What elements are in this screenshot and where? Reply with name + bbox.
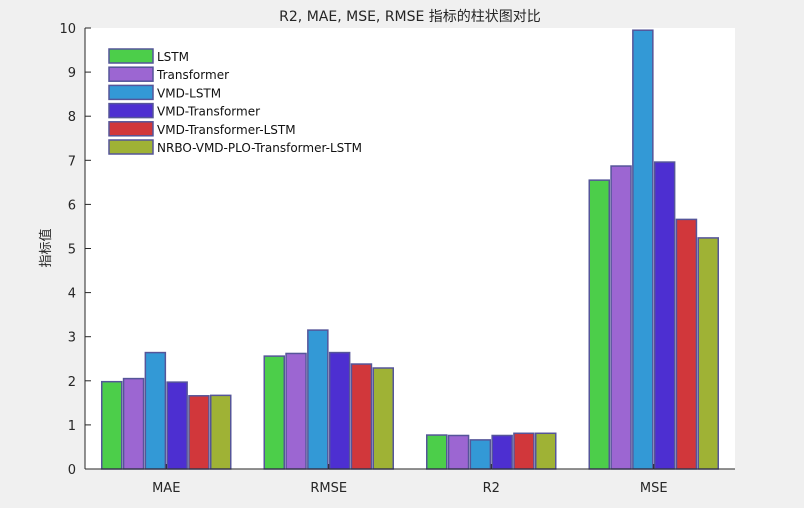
legend-label: VMD-LSTM [157,86,221,100]
bar-vmd-lstm-rmse [307,329,329,470]
y-tick-label: 9 [68,66,76,81]
y-axis-label: 指标值 [38,228,54,267]
bars-group [101,29,719,470]
y-tick-label: 10 [59,22,76,37]
y-tick-label: 2 [68,375,76,390]
legend-label: VMD-Transformer [157,105,260,119]
legend-swatch [108,84,154,101]
bar-vmd-transformer-lstm-mse [675,218,698,470]
legend-label: LSTM [157,50,189,64]
legend-label: NRBO-VMD-PLO-Transformer-LSTM [157,141,362,155]
bar-lstm-r2 [426,434,448,470]
bar-vmd-transformer-lstm-rmse [350,363,373,470]
bar-vmd-transformer-lstm-r2 [513,432,535,470]
bar-vmd-transformer-mae [166,381,188,470]
bar-nrbo-vmd-plo-transformer-lstm-mae [210,394,232,470]
bar-transformer-mae [122,377,145,470]
bar-vmd-lstm-r2 [469,439,492,470]
bar-transformer-rmse [285,352,307,470]
x-tick-label: R2 [483,481,500,496]
y-tick-label: 1 [68,419,76,434]
bar-vmd-lstm-mse [632,29,654,470]
legend-swatch [108,48,154,64]
y-tick-label: 3 [68,331,76,346]
bar-nrbo-vmd-plo-transformer-lstm-mse [697,237,719,470]
bar-vmd-transformer-mse [653,161,676,470]
legend-label: VMD-Transformer-LSTM [157,123,296,137]
bar-nrbo-vmd-plo-transformer-lstm-rmse [372,367,394,470]
bar-transformer-r2 [447,434,470,470]
y-tick-label: 5 [68,243,76,258]
bar-lstm-rmse [263,355,285,470]
bar-vmd-transformer-lstm-mae [188,395,210,470]
legend-swatch [108,102,154,119]
legend-swatch [108,139,154,155]
bar-vmd-transformer-rmse [328,351,351,470]
x-tick-label: MSE [640,481,668,496]
bar-vmd-lstm-mae [144,351,167,470]
y-tick-label: 8 [68,110,76,125]
y-tick-label: 6 [68,198,76,213]
x-tick-label: MAE [152,481,180,496]
bar-lstm-mse [588,179,610,470]
chart-title: R2, MAE, MSE, RMSE 指标的柱状图对比 [279,9,541,25]
legend-label: Transformer [156,68,229,82]
x-tick-label: RMSE [310,481,347,496]
bar-lstm-mae [101,380,123,470]
bar-vmd-transformer-r2 [491,434,513,470]
bar-nrbo-vmd-plo-transformer-lstm-r2 [535,432,557,470]
legend: LSTM Transformer VMD-LSTM VMD-Transformer VM… [108,48,362,155]
y-tick-label: 4 [68,287,76,302]
y-tick-label: 0 [68,463,76,478]
legend-swatch [108,121,154,137]
y-tick-label: 7 [68,154,76,169]
legend-swatch [108,66,154,82]
bar-transformer-mse [610,165,632,470]
axes-group: MAE RMSE R2 MSE 0 1 2 3 4 5 6 7 8 9 10 [59,22,735,496]
